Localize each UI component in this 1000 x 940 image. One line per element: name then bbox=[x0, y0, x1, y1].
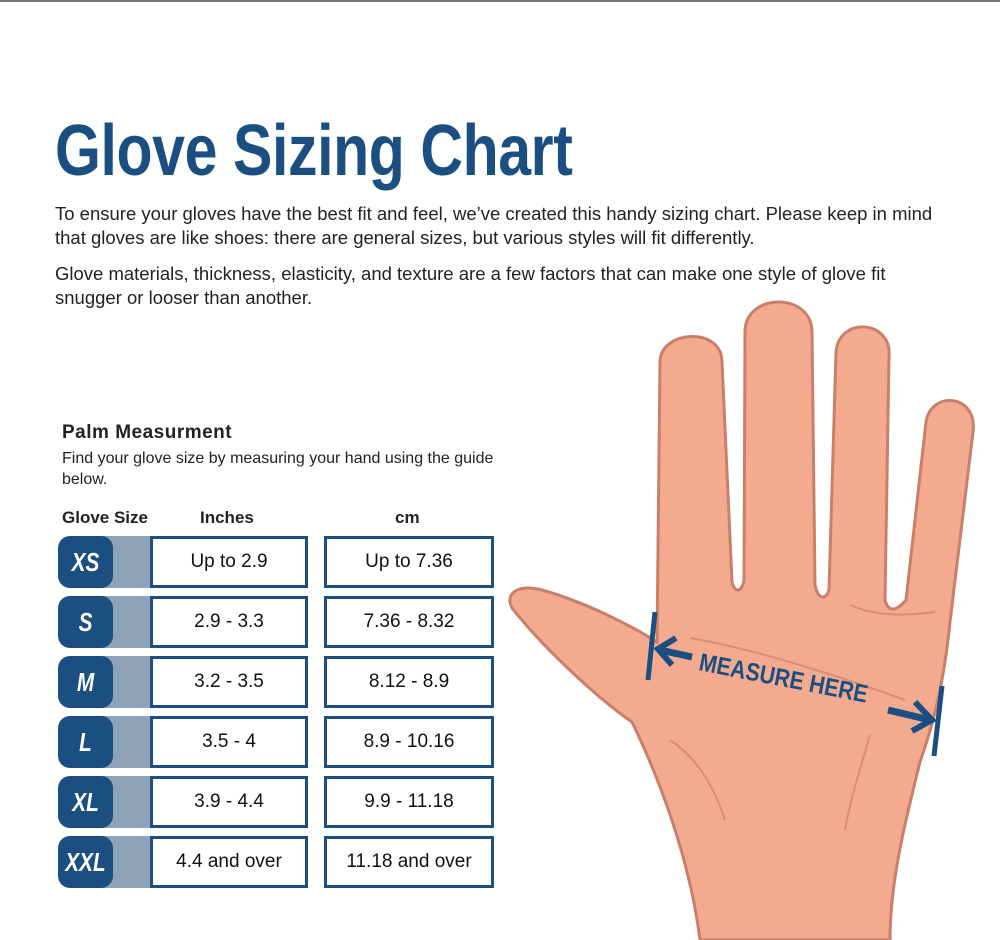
cm-cell: 7.36 - 8.32 bbox=[324, 596, 494, 648]
table-row: M 3.2 - 3.5 8.12 - 8.9 bbox=[58, 656, 498, 708]
inches-cell: 4.4 and over bbox=[150, 836, 308, 888]
palm-measurement-title: Palm Measurment bbox=[62, 422, 233, 443]
intro-paragraph-2: Glove materials, thickness, elasticity, … bbox=[55, 263, 886, 308]
top-border bbox=[0, 0, 1000, 2]
hand-shape bbox=[508, 300, 975, 940]
arrow-left-icon bbox=[653, 635, 693, 667]
inches-cell: 2.9 - 3.3 bbox=[150, 596, 308, 648]
size-tab: L bbox=[58, 716, 150, 768]
table-row: XS Up to 2.9 Up to 7.36 bbox=[58, 536, 498, 588]
size-tab-badge bbox=[58, 776, 113, 828]
cm-cell: 8.12 - 8.9 bbox=[324, 656, 494, 708]
cm-cell: 9.9 - 11.18 bbox=[324, 776, 494, 828]
measure-bar-left bbox=[645, 611, 658, 681]
arrow-right-icon bbox=[887, 699, 937, 734]
palm-crease bbox=[669, 739, 726, 821]
measure-bar-right bbox=[931, 685, 945, 757]
size-label: L bbox=[79, 727, 92, 757]
header-inches: Inches bbox=[200, 508, 254, 527]
palm-crease bbox=[844, 734, 871, 831]
inches-cell: 3.2 - 3.5 bbox=[150, 656, 308, 708]
size-tab-badge bbox=[58, 536, 113, 588]
cm-cell: Up to 7.36 bbox=[324, 536, 494, 588]
size-label: XXL bbox=[65, 847, 106, 877]
table-row: XL 3.9 - 4.4 9.9 - 11.18 bbox=[58, 776, 498, 828]
size-tab-badge bbox=[58, 836, 113, 888]
table-row: S 2.9 - 3.3 7.36 - 8.32 bbox=[58, 596, 498, 648]
inches-cell: 3.9 - 4.4 bbox=[150, 776, 308, 828]
intro-paragraph-1: To ensure your gloves have the best fit … bbox=[55, 203, 933, 248]
size-tab-badge bbox=[58, 656, 113, 708]
cm-cell: 8.9 - 10.16 bbox=[324, 716, 494, 768]
inches-cell: Up to 2.9 bbox=[150, 536, 308, 588]
table-row: XXL 4.4 and over 11.18 and over bbox=[58, 836, 498, 888]
palm-crease bbox=[689, 637, 906, 701]
size-tab-badge bbox=[58, 596, 113, 648]
palm-crease bbox=[849, 604, 936, 616]
header-glove-size: Glove Size bbox=[62, 508, 148, 527]
size-label: S bbox=[78, 607, 93, 637]
page-title: Glove Sizing Chart bbox=[55, 111, 573, 191]
table-row: L 3.5 - 4 8.9 - 10.16 bbox=[58, 716, 498, 768]
size-tab: M bbox=[58, 656, 150, 708]
inches-cell: 3.5 - 4 bbox=[150, 716, 308, 768]
size-label: XS bbox=[71, 547, 100, 577]
size-tab: XXL bbox=[58, 836, 150, 888]
cm-cell: 11.18 and over bbox=[324, 836, 494, 888]
size-tab: XS bbox=[58, 536, 150, 588]
palm-measurement-subtitle: Find your glove size by measuring your h… bbox=[62, 450, 494, 488]
header-cm: cm bbox=[395, 508, 420, 527]
size-label: M bbox=[76, 667, 95, 697]
size-label: XL bbox=[72, 787, 99, 817]
size-tab-badge bbox=[58, 716, 113, 768]
size-tab: XL bbox=[58, 776, 150, 828]
size-tab: S bbox=[58, 596, 150, 648]
